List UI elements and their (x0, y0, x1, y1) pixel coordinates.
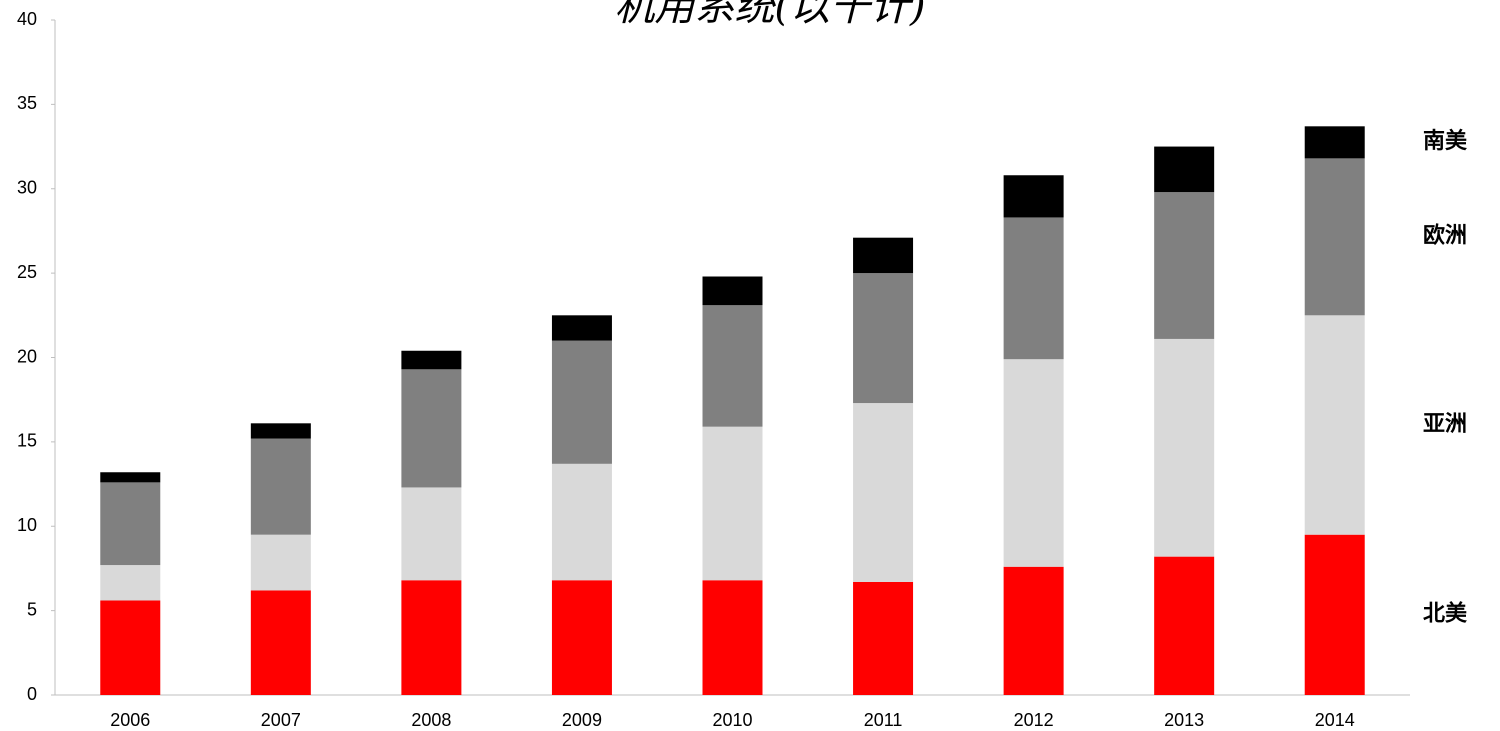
bar-segment (1154, 338, 1215, 557)
bar-segment (1304, 315, 1365, 535)
x-tick-label: 2011 (864, 710, 903, 730)
legend-label: 南美 (1423, 128, 1468, 153)
bar-segment (1304, 126, 1365, 159)
x-tick-label: 2007 (261, 710, 301, 730)
x-tick-label: 2012 (1014, 710, 1054, 730)
bar-segment (702, 305, 763, 427)
bar-segment (250, 423, 311, 439)
bar-segment (1003, 566, 1064, 695)
y-tick-label: 20 (17, 346, 37, 366)
y-tick-label: 0 (27, 684, 37, 704)
bar-segment (250, 438, 311, 535)
bar-segment (401, 487, 462, 581)
y-tick-label: 5 (27, 599, 37, 619)
bar-segment (100, 600, 161, 695)
x-tick-label: 2006 (110, 710, 150, 730)
bar-segment (1304, 534, 1365, 695)
bar-segment (1154, 146, 1215, 193)
bar-segment (1154, 556, 1215, 695)
y-tick-label: 15 (17, 431, 37, 451)
bar-segment (853, 403, 914, 582)
bar-segment (551, 580, 612, 695)
y-tick-label: 25 (17, 262, 37, 282)
bar-segment (853, 237, 914, 274)
x-tick-label: 2013 (1164, 710, 1204, 730)
bar-segment (1154, 192, 1215, 339)
y-tick-label: 35 (17, 93, 37, 113)
bar-segment (853, 581, 914, 695)
bar-segment (702, 426, 763, 581)
x-tick-label: 2010 (712, 710, 752, 730)
y-tick-label: 40 (17, 9, 37, 29)
x-tick-label: 2009 (562, 710, 602, 730)
bar-segment (551, 315, 612, 341)
y-tick-label: 10 (17, 515, 37, 535)
y-tick-label: 30 (17, 178, 37, 198)
bar-segment (401, 580, 462, 695)
bar-segment (250, 534, 311, 591)
bar-segment (1003, 217, 1064, 360)
bar-segment (401, 350, 462, 370)
bar-segment (1304, 158, 1365, 316)
x-tick-label: 2014 (1315, 710, 1355, 730)
legend-label: 亚洲 (1423, 411, 1467, 436)
bar-segment (853, 273, 914, 404)
bar-segment (250, 590, 311, 695)
bar-segment (551, 463, 612, 581)
x-tick-label: 2008 (411, 710, 451, 730)
bar-segment (100, 472, 161, 483)
chart-title: 机用系统(以千计) (614, 0, 925, 30)
bar-segment (100, 482, 161, 566)
bar-segment (551, 340, 612, 464)
legend-label: 欧洲 (1423, 223, 1467, 248)
bar-segment (702, 580, 763, 695)
bar-segment (1003, 175, 1064, 218)
bar-segment (100, 565, 161, 601)
legend-label: 北美 (1423, 601, 1468, 626)
bar-segment (1003, 359, 1064, 567)
bar-segment (702, 276, 763, 306)
bar-segment (401, 369, 462, 488)
